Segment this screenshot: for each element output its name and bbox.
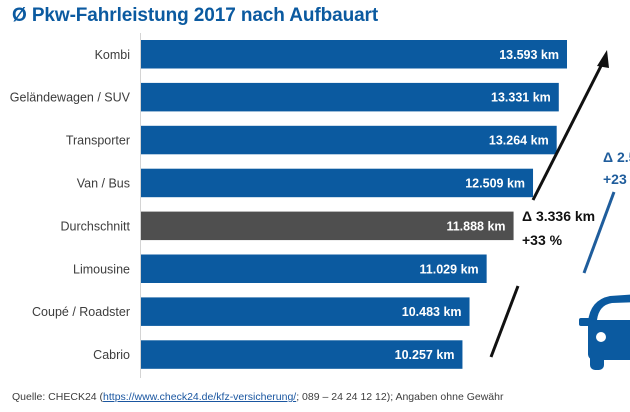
secondary-annotation-delta: Δ 2.5 [603, 149, 630, 165]
value-label: 13.331 km [491, 91, 551, 105]
bars-group: Kombi 13.593 km Geländewagen / SUV 13.331 k… [10, 40, 567, 369]
value-label: 10.257 km [395, 348, 455, 362]
annotation-delta: Δ 3.336 km [522, 208, 595, 224]
category-label: Transporter [66, 134, 130, 148]
increase-arrow [489, 50, 609, 358]
value-label: 10.483 km [402, 305, 462, 319]
value-label: 13.264 km [489, 134, 549, 148]
secondary-annotation-percent: +23 [603, 171, 627, 187]
source-suffix: ; 089 – 24 24 12 12); Angaben ohne Gewäh… [296, 391, 504, 403]
category-label: Coupé / Roadster [32, 305, 130, 319]
arrow-line-lower [489, 285, 520, 358]
arrow-head-icon [597, 50, 609, 68]
bar-category [141, 82, 559, 112]
category-label: Cabrio [93, 348, 130, 362]
annotation-percent: +33 % [522, 232, 563, 248]
source-note: Quelle: CHECK24 (https://www.check24.de/… [12, 391, 503, 403]
category-label: Limousine [73, 262, 130, 276]
car-icon [579, 294, 630, 370]
secondary-arrow-line [582, 191, 616, 274]
bar-category [141, 340, 463, 369]
category-label: Van / Bus [77, 176, 130, 190]
value-label: 11.888 km [446, 219, 505, 233]
bar-category [141, 168, 534, 198]
chart-title: Ø Pkw-Fahrleistung 2017 nach Aufbauart [12, 5, 379, 26]
bar-category [141, 125, 557, 155]
category-label: Geländewagen / SUV [10, 91, 131, 105]
bar-category [141, 40, 567, 69]
value-label: 12.509 km [465, 176, 525, 190]
bar-category [141, 297, 470, 326]
value-label: 13.593 km [499, 48, 559, 62]
value-label: 11.029 km [420, 262, 479, 276]
source-prefix: Quelle: CHECK24 ( [12, 391, 104, 403]
bar-average [141, 211, 514, 241]
source-link[interactable]: https://www.check24.de/kfz-versicherung/ [103, 391, 297, 403]
category-label: Kombi [95, 48, 130, 62]
category-label: Durchschnitt [61, 219, 131, 233]
arrow-line-upper [531, 61, 605, 201]
bar-category [141, 254, 487, 283]
